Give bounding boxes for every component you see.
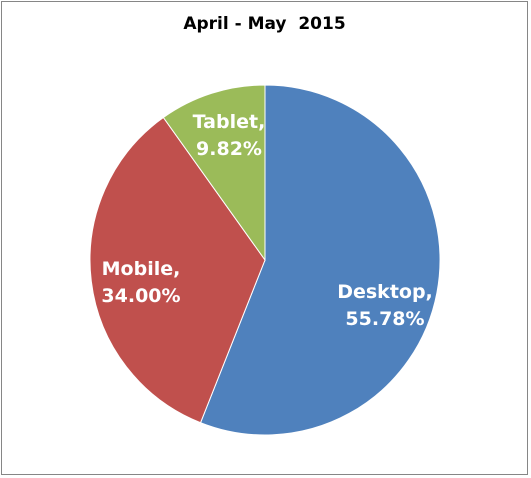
pie-slices [89, 84, 441, 436]
pie-label-value: 55.78% [345, 308, 424, 330]
pie-label-value: 34.00% [101, 285, 180, 307]
pie-label-category: Desktop, [337, 281, 433, 303]
pie-label-category: Mobile, [102, 258, 181, 280]
pie-slice-desktop [199, 84, 441, 436]
pie-labels: Desktop, 55.78% Mobile, 34.00% Tablet, 9.82% [101, 111, 432, 330]
pie-label-mobile: Mobile, 34.00% [101, 258, 180, 307]
pie-label-value: 9.82% [196, 138, 262, 160]
pie-label-category: Tablet, [193, 111, 266, 133]
pie-slice-tablet [162, 84, 266, 262]
chart-title: April - May 2015 [183, 14, 346, 34]
pie-label-desktop: Desktop, 55.78% [337, 281, 433, 330]
pie-slice-mobile [89, 116, 266, 424]
pie-label-tablet: Tablet, 9.82% [193, 111, 266, 160]
